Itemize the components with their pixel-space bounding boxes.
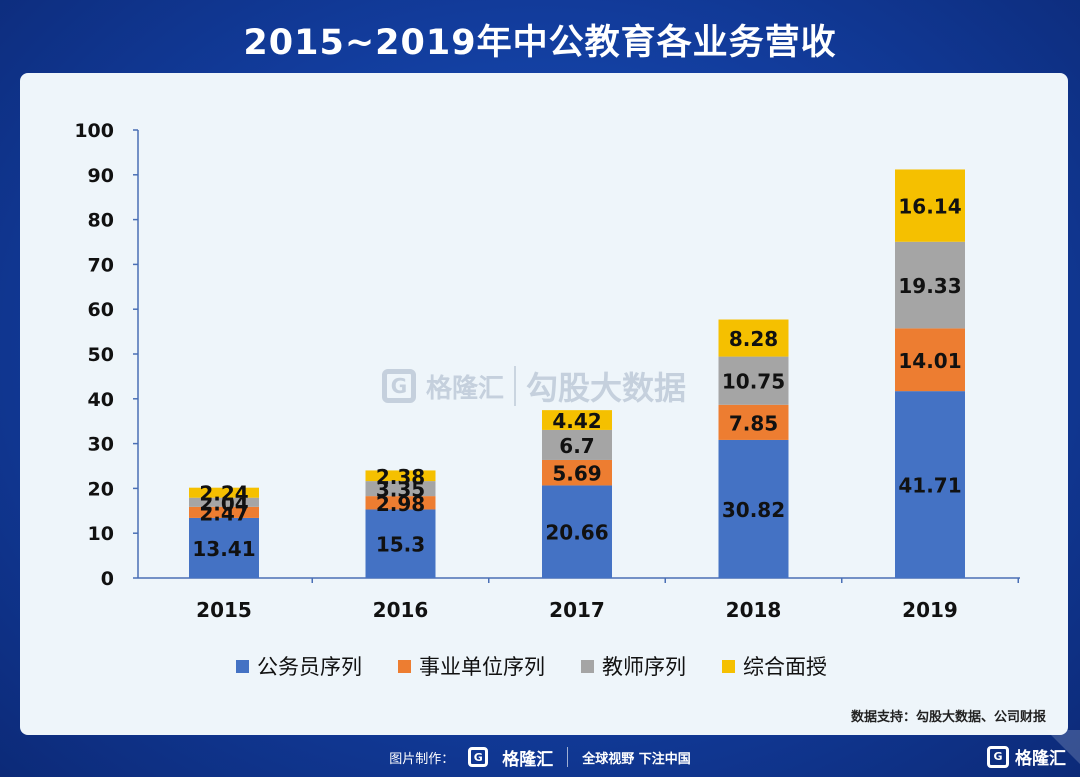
bar-segment — [542, 485, 612, 578]
data-label: 13.41 — [192, 537, 255, 561]
bar-segment — [189, 487, 259, 498]
bar-segment — [365, 509, 436, 578]
bar-segment — [365, 496, 436, 510]
legend-item-public-institution: 事业单位序列 — [398, 651, 545, 681]
page-title: 2015~2019年中公教育各业务营收 — [243, 23, 837, 63]
data-label: 5.69 — [552, 462, 601, 486]
data-label: 15.3 — [376, 533, 425, 557]
footer-made-by: 图片制作： — [389, 751, 455, 767]
legend-item-interview: 综合面授 — [722, 651, 827, 681]
data-label: 2.47 — [199, 501, 248, 525]
y-tick-label: 80 — [88, 210, 114, 232]
bar-segment — [542, 429, 612, 460]
bar-segment — [718, 404, 789, 440]
legend-label: 事业单位序列 — [419, 655, 545, 679]
data-label: 10.75 — [722, 370, 785, 394]
bar-segment — [895, 391, 965, 578]
y-tick-label: 0 — [101, 568, 114, 590]
corner-brand-text: 格隆汇 — [1015, 749, 1066, 769]
bar-segment — [718, 356, 789, 405]
bar-segment — [365, 481, 436, 497]
data-label: 19.33 — [898, 274, 961, 298]
footer-slogan: 全球视野 下注中国 — [582, 751, 691, 767]
y-tick-label: 70 — [88, 254, 114, 276]
legend-label: 公务员序列 — [257, 655, 362, 679]
bar-segment — [365, 470, 436, 482]
corner-fold — [1046, 730, 1080, 764]
data-label: 7.85 — [729, 411, 778, 435]
data-label: 2.38 — [376, 465, 425, 489]
data-label: 3.35 — [376, 478, 425, 502]
x-tick-label: 2015 — [196, 598, 252, 622]
y-tick-label: 20 — [88, 478, 114, 500]
bar-segment — [718, 439, 789, 578]
data-label: 14.01 — [898, 349, 961, 373]
bar-segment — [542, 410, 612, 430]
x-tick-label: 2019 — [902, 598, 958, 622]
bar-segment — [895, 241, 965, 329]
data-label: 16.14 — [898, 195, 961, 219]
corner-brand: G 格隆汇 — [987, 744, 1066, 769]
legend-label: 教师序列 — [602, 655, 686, 679]
legend-swatch — [581, 659, 594, 673]
legend-swatch — [722, 659, 735, 673]
data-source: 数据支持：勾股大数据、公司财报 — [850, 710, 1046, 725]
y-tick-label: 10 — [88, 523, 114, 545]
bar-segment — [718, 319, 789, 357]
bar-segment — [189, 517, 259, 578]
legend-swatch — [236, 659, 249, 673]
y-tick-label: 30 — [88, 434, 114, 456]
chart-panel: 0 10 20 30 40 50 60 70 80 90 100 13.41 2.47 2.04 2.24 2… — [20, 73, 1068, 735]
data-label: 2.24 — [199, 482, 248, 506]
footer-divider — [567, 747, 569, 767]
y-tick-label: 100 — [74, 120, 114, 142]
data-label: 4.42 — [552, 409, 601, 433]
stacked-bar-chart: 010203040506070809010013.412.472.042.242… — [74, 120, 1020, 622]
chart-legend: 公务员序列 事业单位序列 教师序列 综合面授 — [236, 651, 827, 681]
legend-item-civil-servant: 公务员序列 — [236, 651, 362, 681]
bar-segment — [189, 506, 259, 518]
brand-logo-icon: G — [468, 747, 489, 767]
corner-logo-icon: G — [987, 745, 1009, 768]
legend-swatch — [398, 659, 411, 673]
bar-segment — [895, 328, 965, 392]
x-tick-label: 2017 — [549, 598, 605, 622]
data-label: 2.98 — [376, 492, 425, 516]
data-label: 6.7 — [559, 434, 594, 458]
footer-brand: 格隆汇 — [502, 749, 554, 770]
data-label: 41.71 — [898, 474, 961, 498]
y-tick-label: 40 — [88, 389, 114, 411]
bar-segment — [895, 169, 965, 242]
data-label: 8.28 — [729, 327, 778, 351]
legend-item-teacher: 教师序列 — [581, 651, 686, 681]
x-tick-label: 2016 — [373, 598, 429, 622]
data-label: 20.66 — [545, 521, 608, 545]
y-tick-label: 60 — [88, 299, 114, 321]
x-tick-label: 2018 — [726, 598, 782, 622]
data-label: 30.82 — [722, 498, 785, 522]
bar-segment — [542, 459, 612, 486]
y-tick-label: 50 — [88, 344, 114, 366]
y-tick-label: 90 — [88, 165, 114, 187]
legend-label: 综合面授 — [743, 655, 827, 679]
bar-segment — [189, 497, 259, 507]
footer: 图片制作： G 格隆汇 全球视野 下注中国 — [0, 744, 1080, 770]
